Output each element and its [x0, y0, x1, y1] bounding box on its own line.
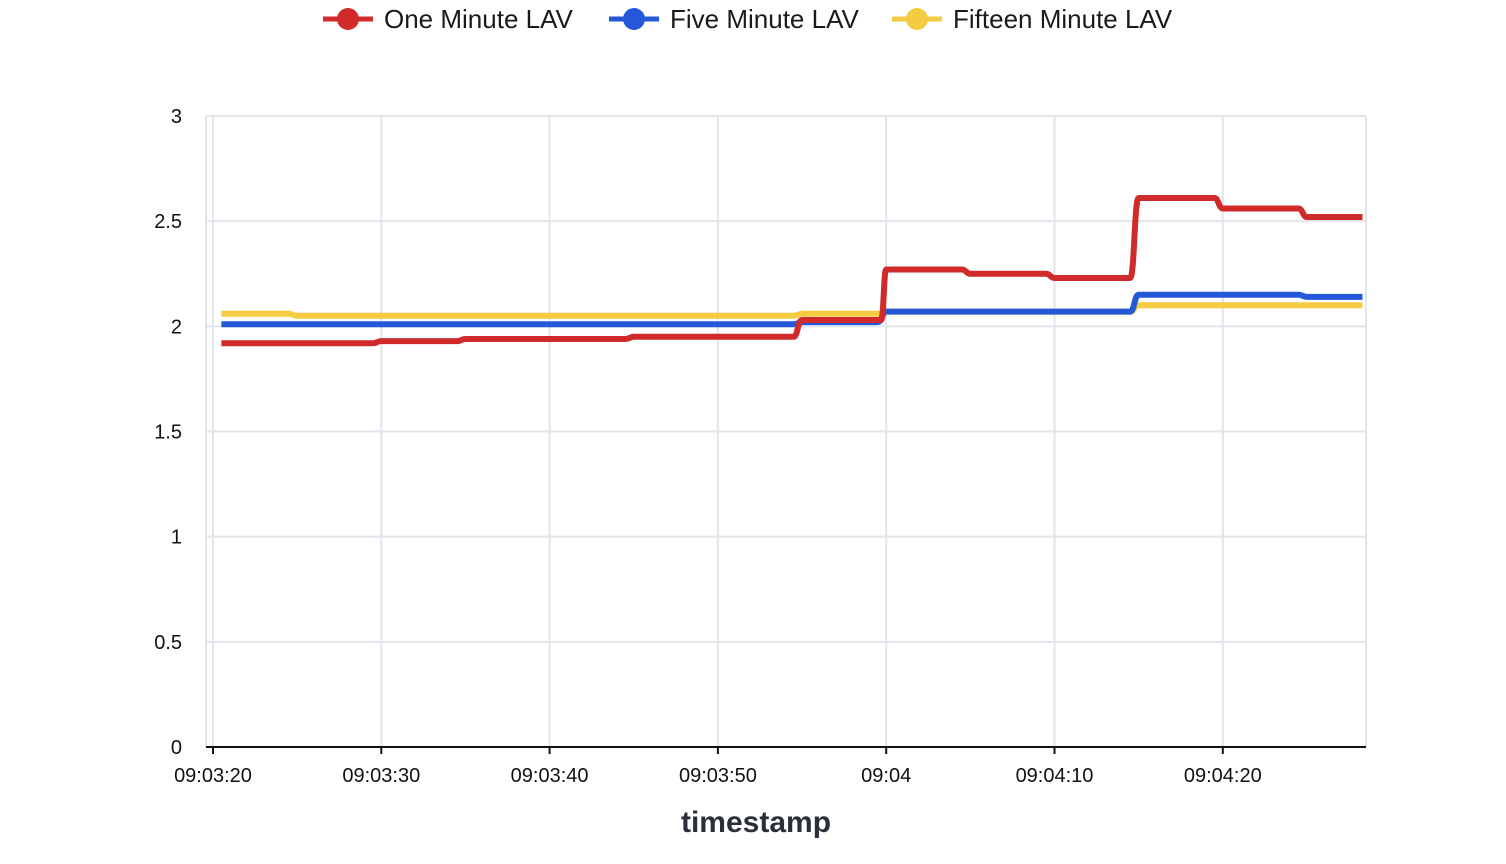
- y-tick-label: 0.5: [154, 632, 182, 654]
- x-tick-label: 09:03:40: [511, 765, 589, 787]
- y-tick-label: 3: [171, 106, 182, 128]
- legend-label: Five Minute LAV: [670, 4, 859, 34]
- y-tick-label: 1: [171, 527, 182, 549]
- legend-item[interactable]: Fifteen Minute LAV: [892, 4, 1173, 34]
- x-tick-label: 09:03:50: [679, 765, 757, 787]
- y-tick-label: 2.5: [154, 211, 182, 233]
- legend-item[interactable]: Five Minute LAV: [609, 4, 859, 34]
- grid: [205, 115, 1367, 747]
- legend: One Minute LAV Five Minute LAV Fifteen Min…: [323, 4, 1173, 34]
- legend-swatch-marker: [623, 8, 645, 30]
- tick-labels: 0 0.5 1 1.5 2 2.5 3 09:03:20 09:03:30 09:03:40 09:…: [154, 106, 1262, 787]
- series-layer: [221, 195, 1363, 347]
- legend-label: Fifteen Minute LAV: [953, 4, 1173, 34]
- x-tick-label: 09:04:10: [1016, 765, 1094, 787]
- series-line-3: [221, 302, 1363, 319]
- x-tick-label: 09:04:20: [1184, 765, 1262, 787]
- x-tick-label: 09:03:20: [174, 765, 252, 787]
- legend-item[interactable]: One Minute LAV: [323, 4, 574, 34]
- axes: [206, 746, 1366, 754]
- y-tick-label: 1.5: [154, 422, 182, 444]
- x-axis-title: timestamp: [681, 806, 831, 839]
- series-line-1: [221, 195, 1363, 347]
- series-line-2: [221, 291, 1363, 328]
- legend-label: One Minute LAV: [384, 4, 574, 34]
- legend-swatch-marker: [906, 8, 928, 30]
- y-tick-label: 0: [171, 737, 182, 759]
- legend-swatch-marker: [337, 8, 359, 30]
- y-tick-label: 2: [171, 316, 182, 338]
- x-tick-label: 09:03:30: [342, 765, 420, 787]
- x-tick-label: 09:04: [861, 765, 911, 787]
